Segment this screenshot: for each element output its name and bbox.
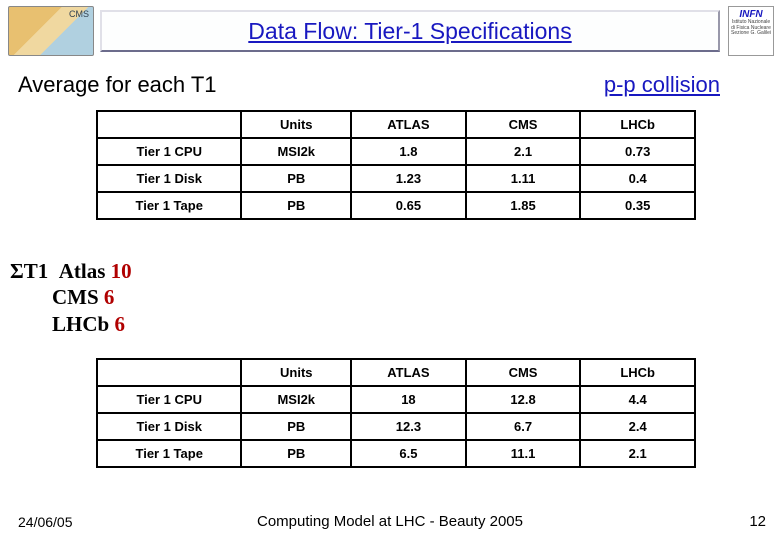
table1-h-units: Units bbox=[241, 111, 351, 138]
subtitle-left: Average for each T1 bbox=[18, 72, 217, 98]
sigma-n-2: 6 bbox=[114, 312, 125, 336]
infn-logo: INFN Istituto Nazionaledi Fisica Nuclear… bbox=[728, 6, 774, 56]
table1-h-cms: CMS bbox=[466, 111, 581, 138]
table1-empty-header bbox=[97, 111, 241, 138]
footer-center: Computing Model at LHC - Beauty 2005 bbox=[0, 513, 780, 530]
table-1: Units ATLAS CMS LHCb Tier 1 CPU MSI2k 1.… bbox=[96, 110, 696, 220]
table1-h-lhcb: LHCb bbox=[580, 111, 695, 138]
table2-h-atlas: ATLAS bbox=[351, 359, 466, 386]
footer-page: 12 bbox=[749, 513, 766, 530]
title-bar: Data Flow: Tier-1 Specifications bbox=[100, 10, 720, 52]
table-row: Tier 1 CPU MSI2k 1.8 2.1 0.73 bbox=[97, 138, 695, 165]
subtitle-right: p-p collision bbox=[604, 72, 720, 98]
sigma-prefix: ΣT1 bbox=[10, 259, 48, 283]
table2-h-cms: CMS bbox=[466, 359, 581, 386]
table2-h-units: Units bbox=[241, 359, 351, 386]
table-row: Tier 1 Tape PB 6.5 11.1 2.1 bbox=[97, 440, 695, 467]
sigma-name-1: CMS bbox=[52, 284, 99, 310]
table-row: Tier 1 Disk PB 1.23 1.11 0.4 bbox=[97, 165, 695, 192]
table-row: Tier 1 CPU MSI2k 18 12.8 4.4 bbox=[97, 386, 695, 413]
table2-h-lhcb: LHCb bbox=[580, 359, 695, 386]
slide-title: Data Flow: Tier-1 Specifications bbox=[248, 18, 571, 45]
sigma-name-2: LHCb bbox=[52, 311, 109, 337]
cms-logo bbox=[8, 6, 94, 56]
sigma-name-0: Atlas bbox=[59, 258, 106, 284]
infn-sub: Istituto Nazionaledi Fisica NucleareSezi… bbox=[729, 20, 773, 37]
table-2: Units ATLAS CMS LHCb Tier 1 CPU MSI2k 18… bbox=[96, 358, 696, 468]
sigma-summary: ΣT1 Atlas 10 CMS 6 LHCb 6 bbox=[10, 258, 132, 337]
table1-h-atlas: ATLAS bbox=[351, 111, 466, 138]
table-row: Tier 1 Disk PB 12.3 6.7 2.4 bbox=[97, 413, 695, 440]
sigma-n-0: 10 bbox=[111, 259, 132, 283]
table2-empty-header bbox=[97, 359, 241, 386]
table-row: Tier 1 Tape PB 0.65 1.85 0.35 bbox=[97, 192, 695, 219]
sigma-n-1: 6 bbox=[104, 285, 115, 309]
